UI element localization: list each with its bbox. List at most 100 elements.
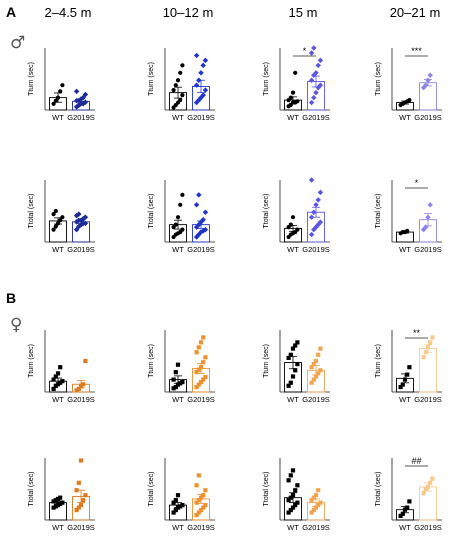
data-point-g2019s: [198, 379, 204, 385]
data-point-g2019s: [196, 192, 202, 198]
data-point-wt: [173, 370, 178, 375]
data-point-wt: [51, 377, 56, 382]
subplot: Tturn (sec) WT G2019S: [148, 48, 215, 122]
significance-marker: ***: [411, 46, 422, 56]
data-point-wt: [405, 372, 410, 377]
data-point-wt: [407, 499, 412, 504]
data-point-g2019s: [318, 346, 323, 351]
data-point-g2019s: [313, 358, 319, 364]
data-point-g2019s: [425, 214, 431, 220]
data-point-wt: [55, 496, 61, 502]
data-point-wt: [180, 503, 185, 508]
data-point-g2019s: [308, 50, 315, 56]
data-point-wt: [55, 95, 61, 100]
y-axis-label: Ttotal (sec): [148, 471, 155, 506]
subplot: Ttotal (sec) WT G2019S: [263, 458, 330, 532]
data-point-wt: [405, 228, 410, 233]
subplot: Ttotal (sec) WT G2019S: [28, 180, 95, 254]
data-point-wt: [53, 504, 58, 509]
data-point-g2019s: [78, 222, 84, 228]
data-point-wt: [60, 500, 65, 505]
data-point-g2019s: [78, 383, 84, 388]
data-point-g2019s: [317, 189, 324, 196]
data-point-g2019s: [196, 498, 201, 503]
data-point-wt: [180, 227, 185, 232]
data-point-wt: [290, 505, 296, 510]
data-point-g2019s: [423, 224, 429, 230]
data-point-wt: [288, 222, 293, 227]
x-tick-label: WT: [399, 113, 411, 122]
data-point-g2019s: [309, 510, 314, 515]
y-axis-label: Ttotal (sec): [263, 193, 270, 228]
data-point-g2019s: [196, 97, 202, 103]
data-point-g2019s: [196, 221, 202, 228]
data-point-g2019s: [423, 486, 428, 492]
x-tick-label: G2019S: [414, 395, 442, 404]
data-point-g2019s: [313, 70, 319, 76]
data-point-g2019s: [198, 507, 204, 513]
data-point-g2019s: [73, 219, 80, 225]
data-point-g2019s: [311, 226, 317, 233]
data-point-g2019s: [308, 231, 315, 238]
y-axis-label: Tturn (sec): [148, 344, 155, 378]
data-point-wt: [178, 70, 183, 75]
data-point-g2019s: [317, 57, 324, 64]
x-tick-label: WT: [52, 523, 64, 532]
y-axis-label: Tturn (sec): [263, 62, 270, 96]
data-point-g2019s: [198, 70, 204, 76]
x-tick-label: G2019S: [414, 113, 442, 122]
data-point-g2019s: [313, 374, 319, 379]
y-axis-label: Ttotal (sec): [28, 193, 35, 228]
data-point-wt: [290, 215, 296, 220]
data-point-wt: [398, 384, 403, 390]
data-point-g2019s: [421, 355, 426, 360]
data-point-wt: [58, 218, 63, 223]
data-point-wt: [171, 88, 176, 93]
data-point-g2019s: [200, 62, 206, 69]
data-point-wt: [58, 89, 63, 94]
female-symbol: ♀: [10, 315, 22, 335]
data-point-g2019s: [83, 493, 88, 498]
data-point-wt: [180, 63, 185, 68]
x-tick-label: G2019S: [302, 113, 330, 122]
data-point-g2019s: [308, 177, 315, 183]
data-point-wt: [55, 503, 61, 508]
data-point-g2019s: [201, 377, 206, 382]
x-tick-label: G2019S: [302, 245, 330, 254]
data-point-wt: [175, 362, 181, 367]
data-point-wt: [171, 500, 176, 505]
data-point-g2019s: [82, 91, 89, 98]
data-point-g2019s: [201, 335, 206, 340]
data-point-wt: [173, 384, 178, 390]
data-point-wt: [53, 498, 58, 503]
data-point-wt: [398, 513, 403, 518]
data-point-wt: [290, 493, 296, 498]
data-point-g2019s: [74, 507, 79, 513]
data-point-wt: [402, 377, 408, 382]
data-point-wt: [400, 382, 405, 387]
data-point-g2019s: [78, 96, 84, 102]
data-point-wt: [288, 495, 293, 500]
data-point-g2019s: [73, 88, 80, 95]
data-point-g2019s: [427, 202, 433, 208]
y-axis-label: Tturn (sec): [375, 344, 382, 378]
data-point-wt: [60, 379, 65, 384]
data-point-g2019s: [425, 484, 431, 490]
data-point-wt: [288, 352, 293, 357]
x-tick-label: WT: [172, 113, 184, 122]
data-point-g2019s: [308, 77, 315, 83]
data-point-wt: [286, 478, 291, 483]
data-point-g2019s: [80, 94, 86, 101]
data-point-g2019s: [198, 340, 204, 345]
data-point-g2019s: [82, 220, 89, 227]
data-point-g2019s: [423, 82, 429, 88]
x-tick-label: WT: [172, 245, 184, 254]
data-point-g2019s: [194, 384, 199, 390]
data-point-wt: [51, 505, 56, 510]
subplot: Ttotal (sec) WT G2019S: [28, 458, 95, 532]
data-point-g2019s: [203, 355, 208, 360]
data-point-g2019s: [430, 335, 435, 340]
x-tick-label: G2019S: [302, 523, 330, 532]
data-point-wt: [295, 362, 300, 367]
data-point-g2019s: [308, 214, 315, 220]
